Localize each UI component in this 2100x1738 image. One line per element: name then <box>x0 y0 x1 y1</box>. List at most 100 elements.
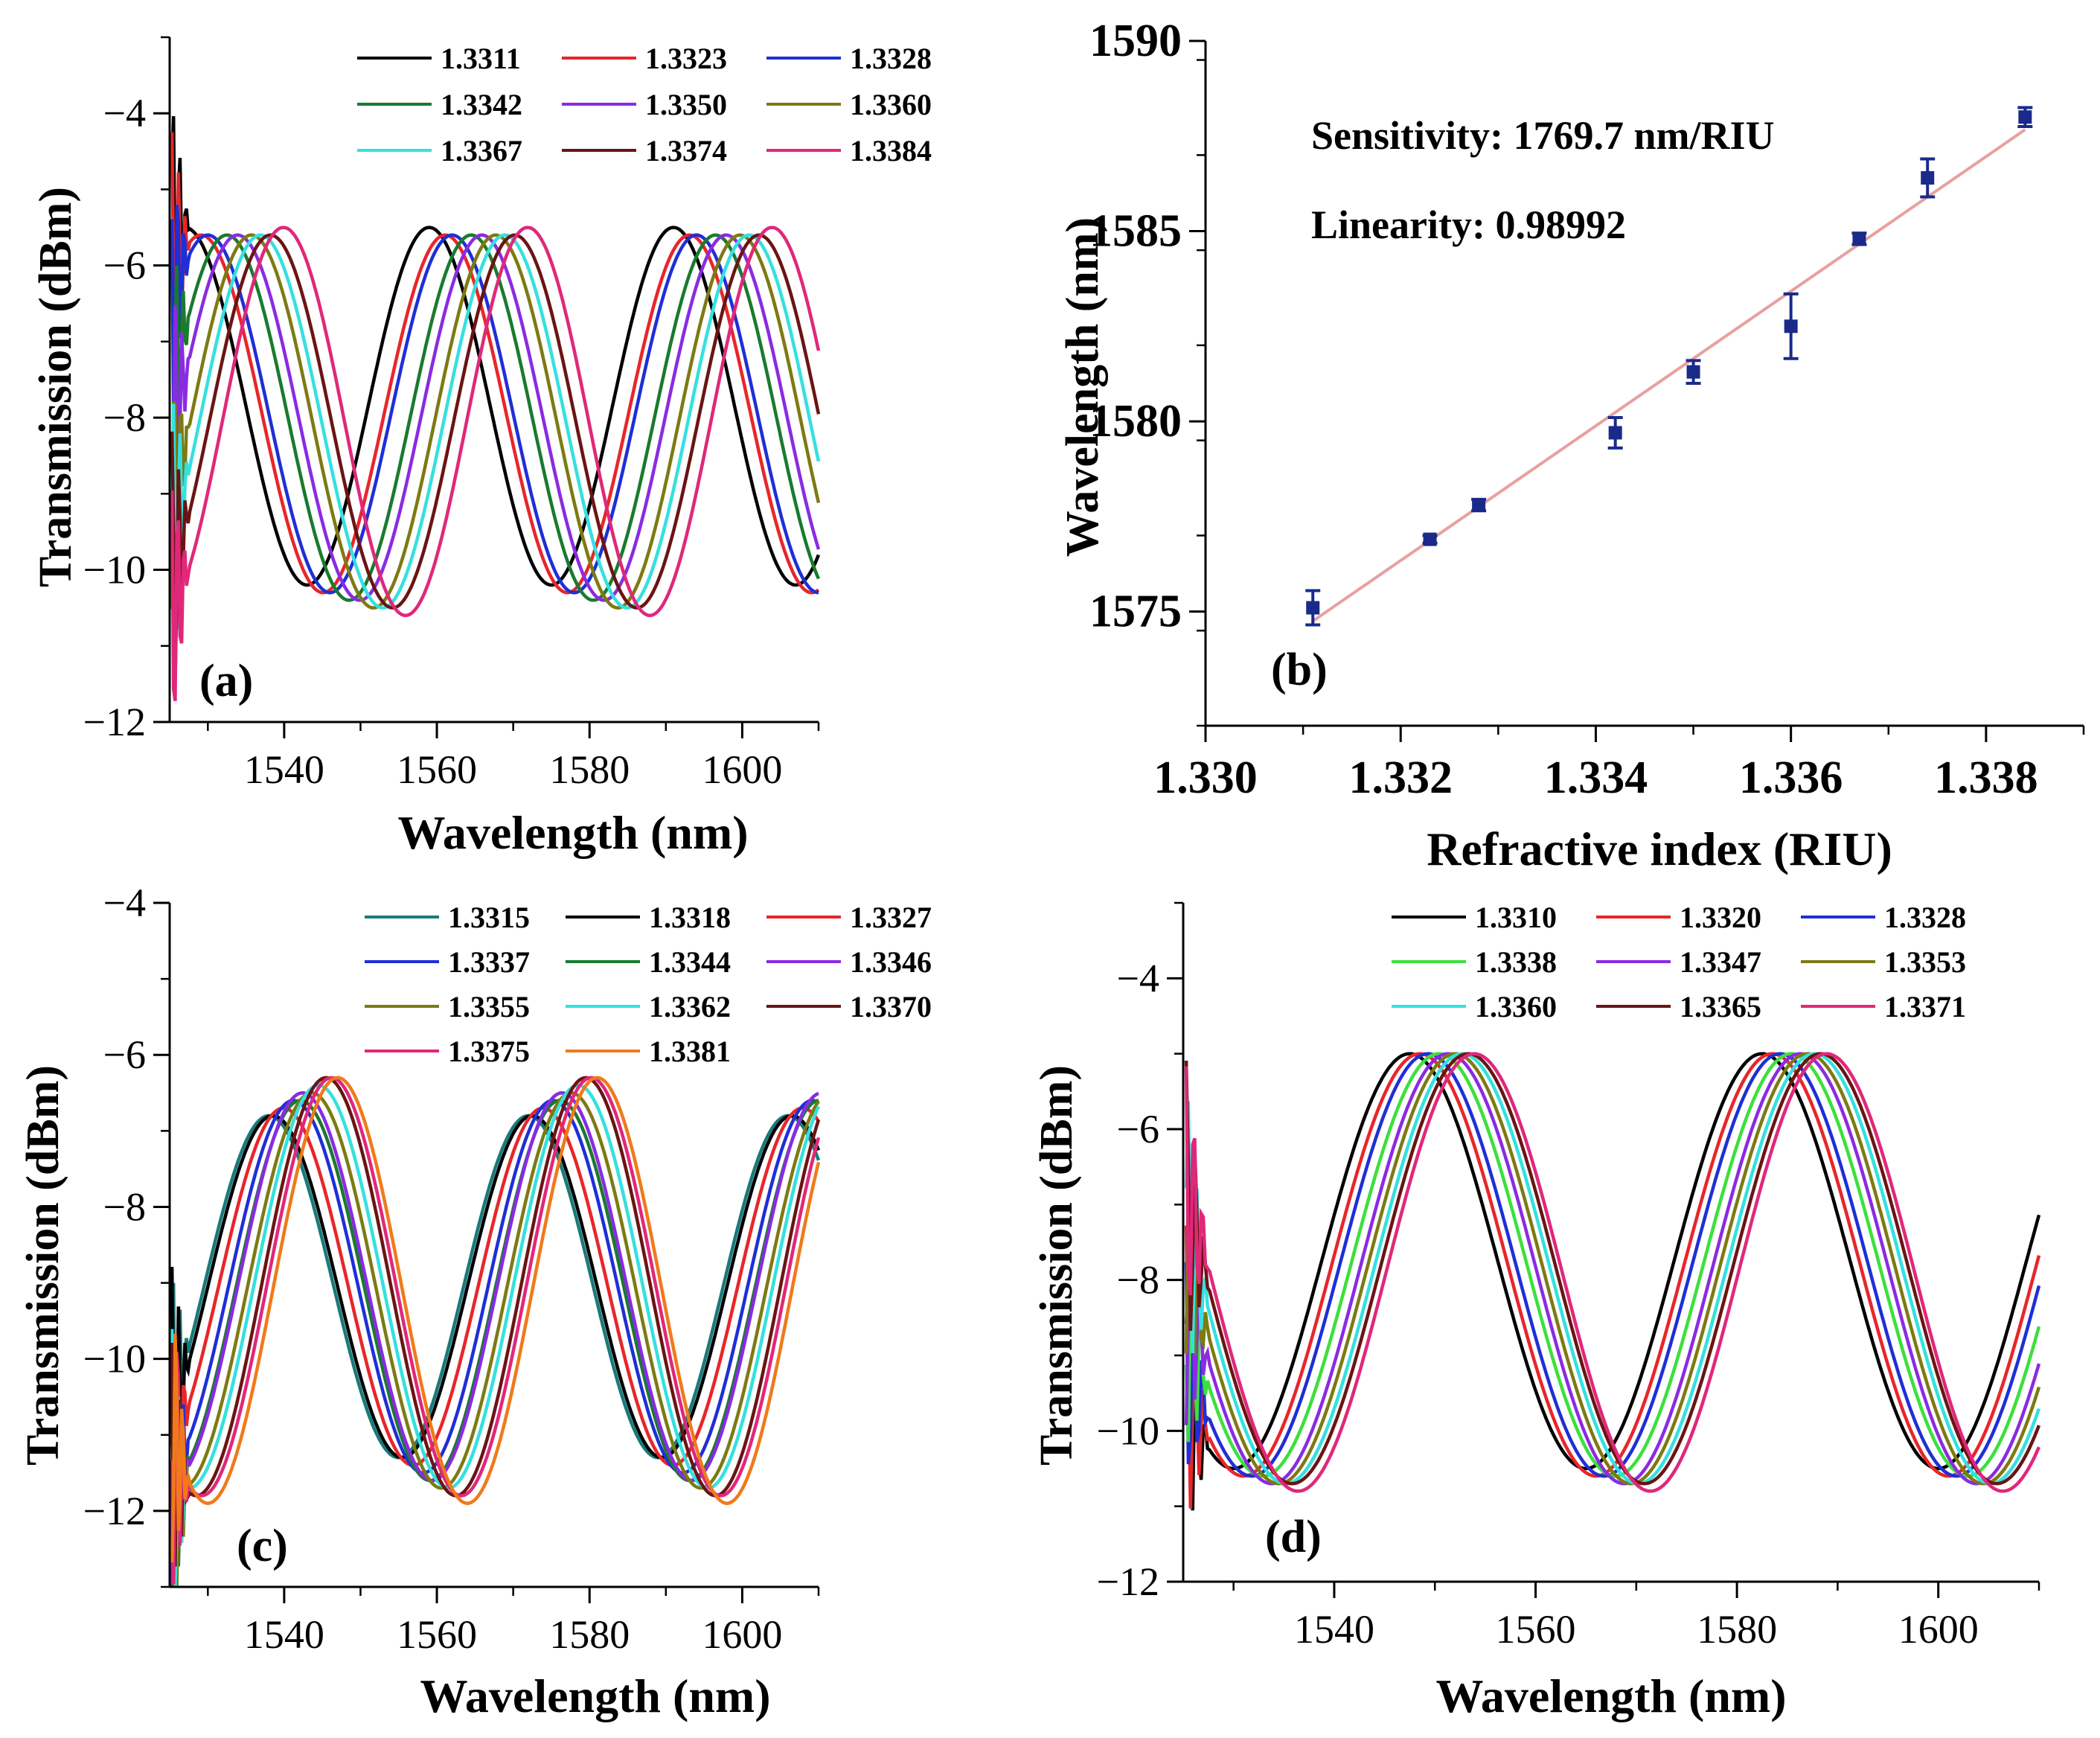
legend-label-1.3328: 1.3328 <box>850 42 932 75</box>
panel-b-linearity: Linearity: 0.98992 <box>1311 202 1626 247</box>
y-tick-label: −4 <box>103 91 146 135</box>
panel-a-series-group <box>170 116 821 702</box>
panel-d-label: (d) <box>1265 1512 1322 1562</box>
panel-d-legend: 1.3310 1.3320 1.3328 1.3338 1.3347 1.3353 1.33… <box>1392 901 1966 1023</box>
legend-label-1.3311: 1.3311 <box>441 42 521 75</box>
series-line-1.3384 <box>170 226 821 702</box>
legend-label-1.3315: 1.3315 <box>448 901 530 934</box>
y-tick-label: 1585 <box>1089 206 1182 257</box>
y-tick-label: −6 <box>103 1032 146 1077</box>
series-line-1.3320 <box>1184 1052 2041 1509</box>
x-tick-label: 1560 <box>1496 1607 1576 1652</box>
series-line-1.3350 <box>170 233 821 602</box>
y-tick-label: −12 <box>83 1489 146 1533</box>
series-line-1.3342 <box>170 233 821 602</box>
legend-label-1.3350: 1.3350 <box>645 88 727 121</box>
series-line-1.3365 <box>1184 1052 2041 1486</box>
data-point <box>1686 365 1700 379</box>
panel-d-xlabel: Wavelength (nm) <box>1435 1670 1786 1722</box>
panel-b-axes: 1575 1580 1585 1590 1.330 1.332 1.334 1.336 1.33… <box>1089 16 2085 803</box>
legend-label-1.3344: 1.3344 <box>649 945 731 979</box>
data-point <box>1306 601 1320 615</box>
legend-label-1.3381: 1.3381 <box>649 1035 731 1068</box>
panel-a-axes: −12 −10 −8 −6 −4 1540 1560 1580 1600 <box>83 36 820 792</box>
y-tick-label: −12 <box>83 700 146 744</box>
x-tick-label: 1.338 <box>1934 753 2038 803</box>
panel-a-label: (a) <box>199 656 253 706</box>
data-point <box>1921 171 1935 185</box>
y-tick-label: −4 <box>103 881 146 925</box>
panel-c-axes: −12 −10 −8 −6 −4 1540 1560 1580 1600 <box>83 881 820 1657</box>
y-tick-label: −8 <box>1117 1258 1159 1303</box>
x-tick-label: 1580 <box>549 747 630 792</box>
legend-label-1.3318: 1.3318 <box>649 901 731 934</box>
legend-label-1.3355: 1.3355 <box>448 990 530 1023</box>
x-tick-label: 1580 <box>1697 1607 1777 1652</box>
legend-label-1.3347: 1.3347 <box>1680 945 1761 979</box>
legend-label-1.3337: 1.3337 <box>448 945 530 979</box>
y-tick-label: 1580 <box>1089 396 1182 447</box>
x-tick-label: 1.330 <box>1153 753 1258 803</box>
x-tick-label: 1600 <box>702 747 782 792</box>
data-point <box>1852 231 1866 246</box>
panel-b-plot <box>1305 106 2033 627</box>
panel-c-ylabel: Transmission (dBm) <box>18 1065 68 1466</box>
x-tick-label: 1540 <box>244 1612 324 1657</box>
series-line-1.3311 <box>170 116 821 587</box>
series-line-1.3323 <box>170 132 820 595</box>
series-line-1.3374 <box>170 233 821 679</box>
series-line-1.3381 <box>170 1076 821 1563</box>
panel-b-ylabel: Wavelength (nm) <box>1057 217 1108 557</box>
x-tick-label: 1.336 <box>1739 753 1843 803</box>
x-tick-label: 1560 <box>397 747 477 792</box>
series-line-1.3353 <box>1184 1052 2041 1486</box>
panel-b-xlabel: Refractive index (RIU) <box>1427 822 1892 875</box>
y-tick-label: −6 <box>1117 1107 1159 1151</box>
y-tick-label: −10 <box>83 1337 146 1381</box>
y-tick-label: −6 <box>103 243 146 288</box>
panel-c-legend: 1.3315 1.3318 1.3327 1.3337 1.3344 1.3346 1.33… <box>365 901 932 1068</box>
panel-c-xlabel: Wavelength (nm) <box>420 1670 770 1722</box>
x-tick-label: 1.332 <box>1348 753 1453 803</box>
data-point <box>2018 110 2032 124</box>
data-point <box>1472 498 1486 512</box>
y-tick-label: −8 <box>103 395 146 440</box>
panel-b-label: (b) <box>1271 645 1328 695</box>
panel-d: −12 −10 −8 −6 −4 1540 1560 1580 1600 1.3310 1.332… <box>1031 901 2041 1722</box>
y-tick-label: −10 <box>83 548 146 592</box>
y-tick-label: 1575 <box>1089 587 1182 637</box>
legend-label-1.3342: 1.3342 <box>441 88 522 121</box>
series-line-1.3346 <box>170 1091 819 1584</box>
legend-label-1.3327: 1.3327 <box>850 901 932 934</box>
panel-d-series-group <box>1184 1052 2041 1511</box>
legend-label-1.3360: 1.3360 <box>1475 990 1557 1023</box>
legend-label-1.3338: 1.3338 <box>1475 945 1557 979</box>
x-tick-label: 1540 <box>244 747 324 792</box>
y-tick-label: −12 <box>1097 1559 1159 1604</box>
series-line-1.3347 <box>1184 1052 2041 1486</box>
legend-label-1.3384: 1.3384 <box>850 134 932 167</box>
x-tick-label: 1600 <box>702 1612 782 1657</box>
panel-c-series-group <box>170 1076 821 1588</box>
legend-label-1.3360: 1.3360 <box>850 88 932 121</box>
x-tick-label: 1560 <box>397 1612 477 1657</box>
series-line-1.3367 <box>170 233 821 630</box>
legend-label-1.3370: 1.3370 <box>850 990 932 1023</box>
panel-d-ylabel: Transmission (dBm) <box>1031 1065 1082 1466</box>
y-tick-label: −4 <box>1117 956 1159 1000</box>
legend-label-1.3323: 1.3323 <box>645 42 727 75</box>
data-point <box>1423 532 1437 546</box>
panel-b-sensitivity: Sensitivity: 1769.7 nm/RIU <box>1311 113 1775 158</box>
panel-d-axes: −12 −10 −8 −6 −4 1540 1560 1580 1600 <box>1097 901 2040 1652</box>
series-line-1.3371 <box>1184 1052 2041 1493</box>
x-tick-label: 1580 <box>549 1612 630 1657</box>
panel-c-label: (c) <box>237 1521 288 1571</box>
x-tick-label: 1.334 <box>1544 753 1648 803</box>
panel-a: −12 −10 −8 −6 −4 1540 1560 1580 1600 1.3311 1.332… <box>31 36 932 859</box>
y-tick-label: −10 <box>1097 1408 1159 1453</box>
series-line-1.3360 <box>1184 1052 2041 1486</box>
series-line-1.3337 <box>170 1099 820 1588</box>
